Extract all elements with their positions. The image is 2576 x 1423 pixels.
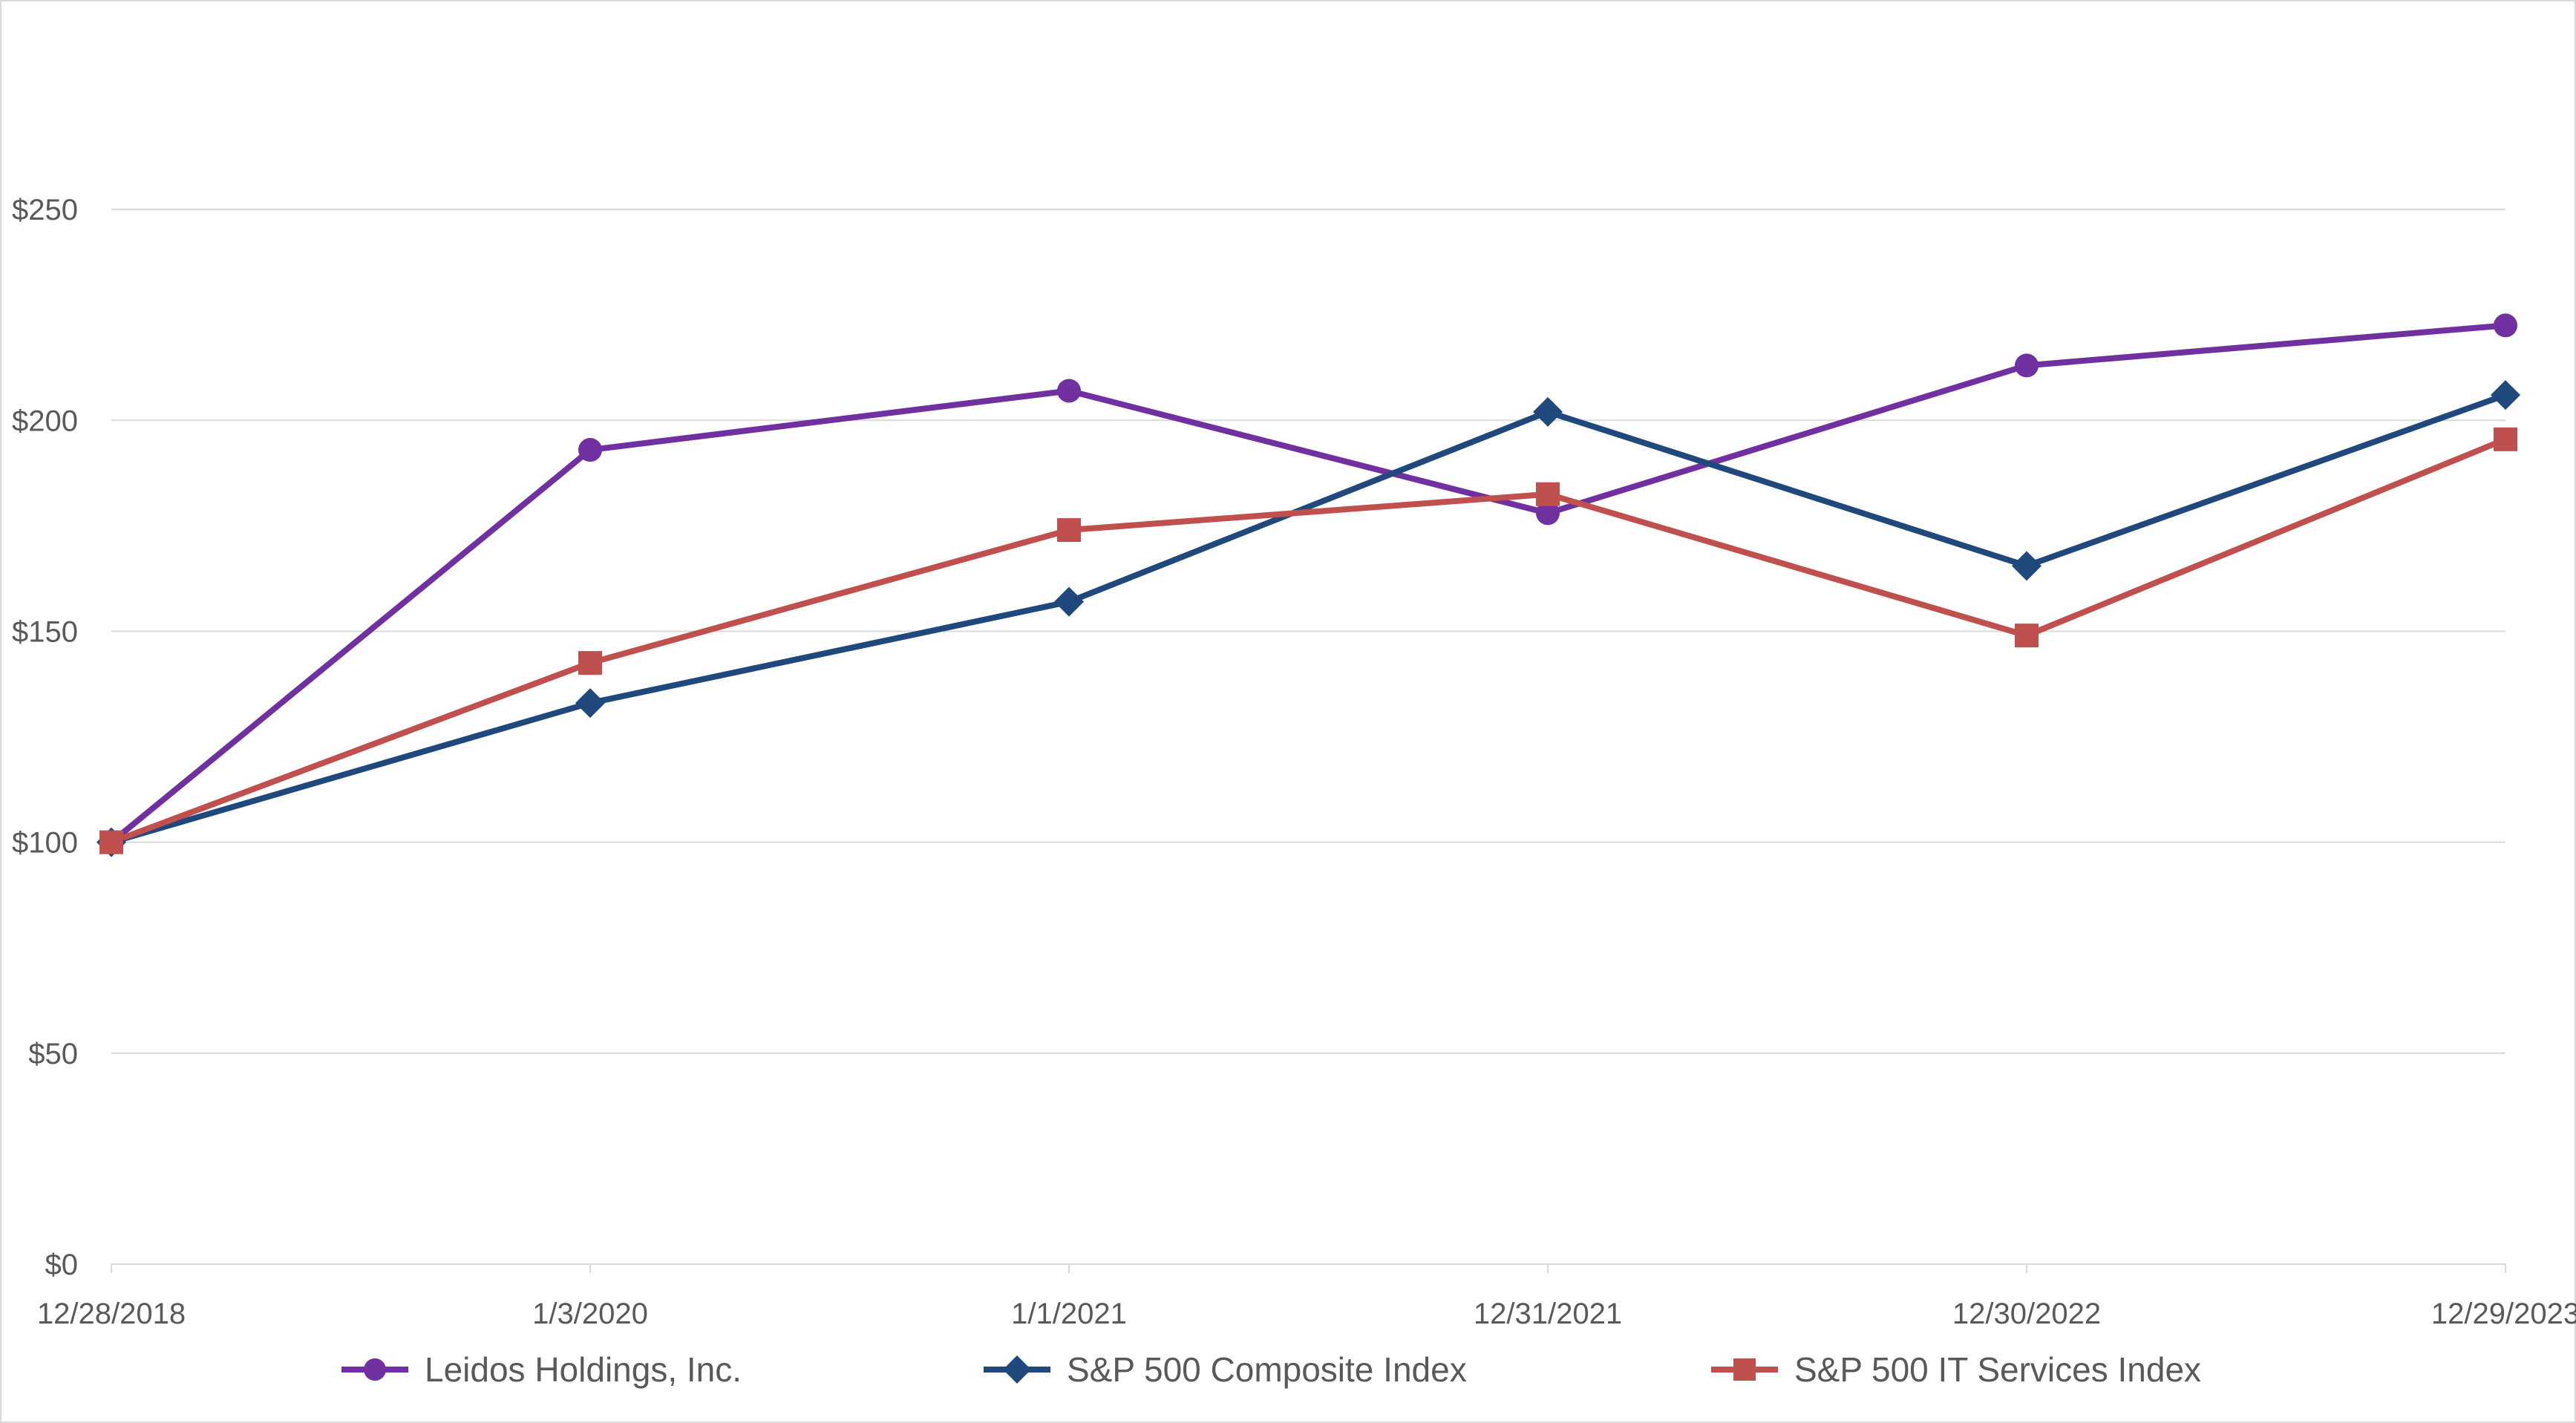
series-line-0: [108, 322, 2508, 845]
marker-square: [99, 830, 123, 854]
y-tick-label: $200: [12, 405, 78, 437]
marker-circle: [1057, 379, 1081, 403]
x-tick-label: 12/30/2022: [1952, 1298, 2101, 1330]
marker-diamond: [2491, 380, 2520, 410]
legend-label: S&P 500 IT Services Index: [1794, 1350, 2201, 1389]
legend-item: S&P 500 IT Services Index: [1711, 1350, 2201, 1389]
legend-label: S&P 500 Composite Index: [1067, 1350, 1467, 1389]
marker-circle: [2494, 313, 2517, 338]
series-line-2: [108, 436, 2508, 845]
marker-square: [2494, 427, 2517, 451]
marker-circle: [578, 438, 602, 462]
marker-diamond: [1003, 1355, 1031, 1384]
series-lines: [108, 322, 2508, 845]
legend-label: Leidos Holdings, Inc.: [425, 1350, 742, 1389]
x-axis-ticks: 12/28/2018 1/3/2020 1/1/2021 12/31/2021 12/3…: [37, 1298, 2576, 1330]
marker-circle: [2015, 353, 2039, 378]
y-tick-label: $50: [28, 1038, 78, 1070]
x-tick-label: 1/1/2021: [1011, 1298, 1127, 1330]
gridlines: [111, 209, 2505, 1054]
x-tick-label: 1/3/2020: [532, 1298, 648, 1330]
legend-item: S&P 500 Composite Index: [984, 1350, 1467, 1389]
marker-diamond: [1054, 586, 1084, 617]
series-line-1: [108, 392, 2508, 845]
y-tick-label: $250: [12, 194, 78, 226]
y-tick-label: $150: [12, 615, 78, 648]
marker-diamond: [575, 688, 605, 719]
marker-square: [1733, 1358, 1756, 1381]
y-tick-label: $100: [12, 827, 78, 860]
marker-circle: [1536, 501, 1560, 526]
series-markers: [97, 313, 2520, 857]
marker-square: [578, 651, 602, 675]
x-tick-label: 12/29/2023: [2431, 1298, 2576, 1330]
marker-circle: [364, 1358, 386, 1381]
marker-diamond: [2012, 551, 2041, 581]
y-axis-ticks: $0 $50 $100 $150 $200 $250: [12, 194, 78, 1281]
marker-square: [1057, 518, 1081, 543]
marker-square: [2015, 624, 2039, 648]
marker-square: [1536, 482, 1560, 506]
x-tick-label: 12/31/2021: [1474, 1298, 1622, 1330]
legend: Leidos Holdings, Inc. S&P 500 Composite I…: [341, 1350, 2201, 1389]
legend-item: Leidos Holdings, Inc.: [341, 1350, 742, 1389]
axes: [111, 1263, 2506, 1273]
marker-diamond: [1533, 396, 1563, 427]
x-tick-label: 12/28/2018: [37, 1298, 186, 1330]
y-tick-label: $0: [45, 1249, 79, 1281]
